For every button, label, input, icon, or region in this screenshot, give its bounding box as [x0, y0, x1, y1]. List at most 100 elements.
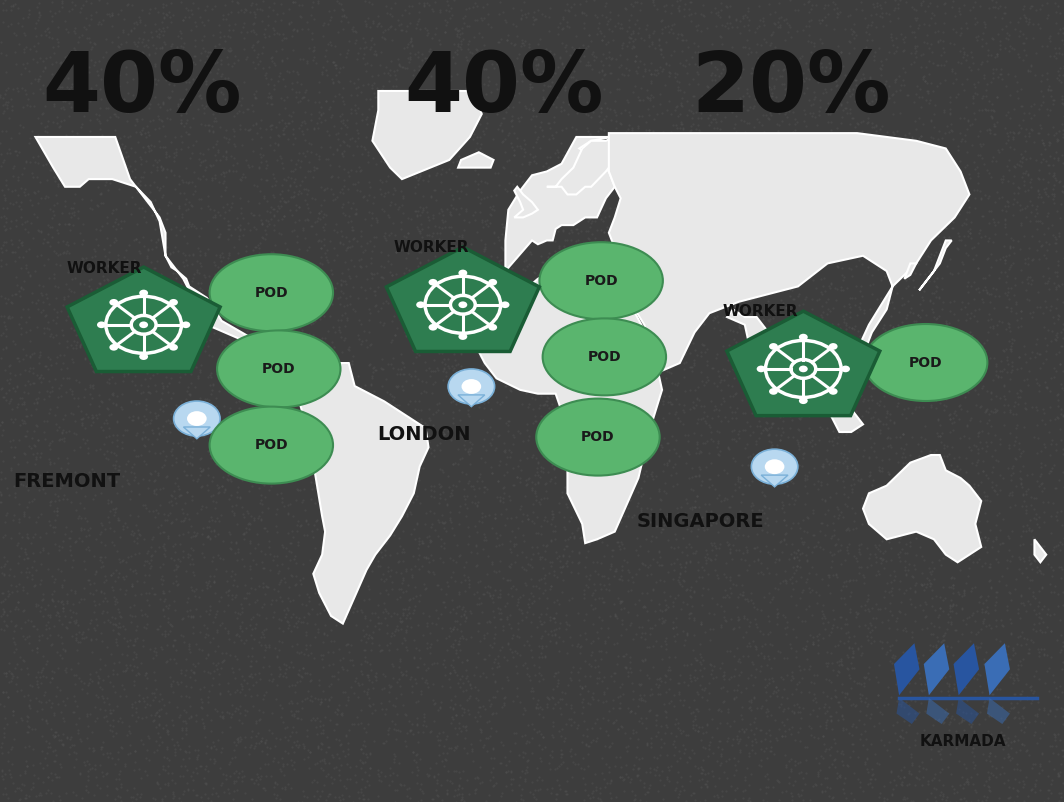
Point: [166, 168, 183, 181]
Point: [760, 627, 777, 640]
Point: [841, 161, 858, 174]
Point: [290, 85, 307, 98]
Point: [70, 727, 87, 739]
Point: [596, 326, 613, 338]
Point: [781, 0, 798, 6]
Point: [295, 128, 312, 140]
Point: [537, 177, 554, 190]
Point: [897, 438, 914, 451]
Point: [445, 111, 462, 124]
Point: [588, 671, 605, 684]
Point: [292, 573, 309, 586]
Point: [338, 139, 355, 152]
Point: [451, 500, 468, 512]
Point: [629, 13, 646, 26]
Point: [204, 781, 221, 794]
Point: [974, 353, 991, 366]
Point: [253, 493, 270, 506]
Point: [754, 383, 771, 395]
Point: [891, 551, 908, 564]
Point: [359, 792, 376, 802]
Point: [786, 326, 803, 339]
Point: [921, 250, 938, 263]
Point: [963, 608, 980, 621]
Point: [486, 344, 503, 357]
Point: [836, 341, 853, 354]
Point: [228, 683, 245, 696]
Point: [653, 332, 670, 345]
Point: [430, 290, 447, 302]
Point: [495, 242, 512, 255]
Point: [190, 192, 207, 205]
Point: [765, 250, 782, 263]
Point: [787, 575, 804, 588]
Point: [417, 385, 434, 398]
Point: [666, 457, 683, 470]
Point: [140, 335, 157, 348]
Point: [113, 403, 130, 415]
Point: [209, 512, 226, 525]
Point: [1013, 530, 1030, 543]
Point: [874, 10, 891, 23]
Point: [162, 10, 179, 23]
Point: [717, 784, 734, 797]
Point: [957, 101, 974, 114]
Point: [642, 762, 659, 775]
Point: [409, 719, 426, 731]
Point: [798, 576, 815, 589]
Point: [3, 392, 20, 405]
Point: [277, 301, 294, 314]
Point: [721, 9, 738, 22]
Point: [742, 396, 759, 409]
Point: [255, 624, 272, 637]
Point: [144, 321, 161, 334]
Point: [466, 772, 483, 784]
Point: [605, 176, 622, 189]
Point: [247, 655, 264, 668]
Point: [178, 764, 195, 776]
Point: [393, 60, 410, 73]
Point: [456, 337, 473, 350]
Point: [882, 184, 899, 197]
Point: [1014, 520, 1031, 533]
Point: [531, 375, 548, 388]
Point: [687, 123, 704, 136]
Point: [487, 776, 504, 789]
Point: [558, 121, 575, 134]
Point: [752, 724, 769, 737]
Point: [305, 41, 322, 54]
Point: [386, 22, 403, 35]
Point: [936, 73, 953, 86]
Point: [1016, 0, 1033, 13]
Point: [643, 468, 660, 480]
Point: [57, 277, 74, 290]
Point: [551, 597, 568, 610]
Point: [743, 266, 760, 279]
Point: [107, 635, 124, 648]
Point: [444, 132, 461, 144]
Point: [629, 257, 646, 269]
Point: [1050, 561, 1064, 573]
Point: [924, 556, 941, 569]
Point: [487, 442, 504, 455]
Point: [326, 373, 343, 386]
Point: [31, 51, 48, 64]
Point: [311, 112, 328, 125]
Point: [993, 371, 1010, 383]
Point: [846, 507, 863, 520]
Point: [926, 274, 943, 287]
Point: [809, 256, 826, 269]
Point: [675, 159, 692, 172]
Point: [971, 691, 988, 703]
Point: [963, 371, 980, 384]
Point: [279, 266, 296, 279]
Point: [955, 778, 972, 791]
Point: [568, 353, 585, 366]
Point: [380, 444, 397, 457]
Point: [693, 346, 710, 358]
Point: [71, 496, 88, 509]
Point: [696, 793, 713, 802]
Point: [83, 345, 100, 358]
Point: [19, 477, 36, 490]
Point: [1014, 780, 1031, 793]
